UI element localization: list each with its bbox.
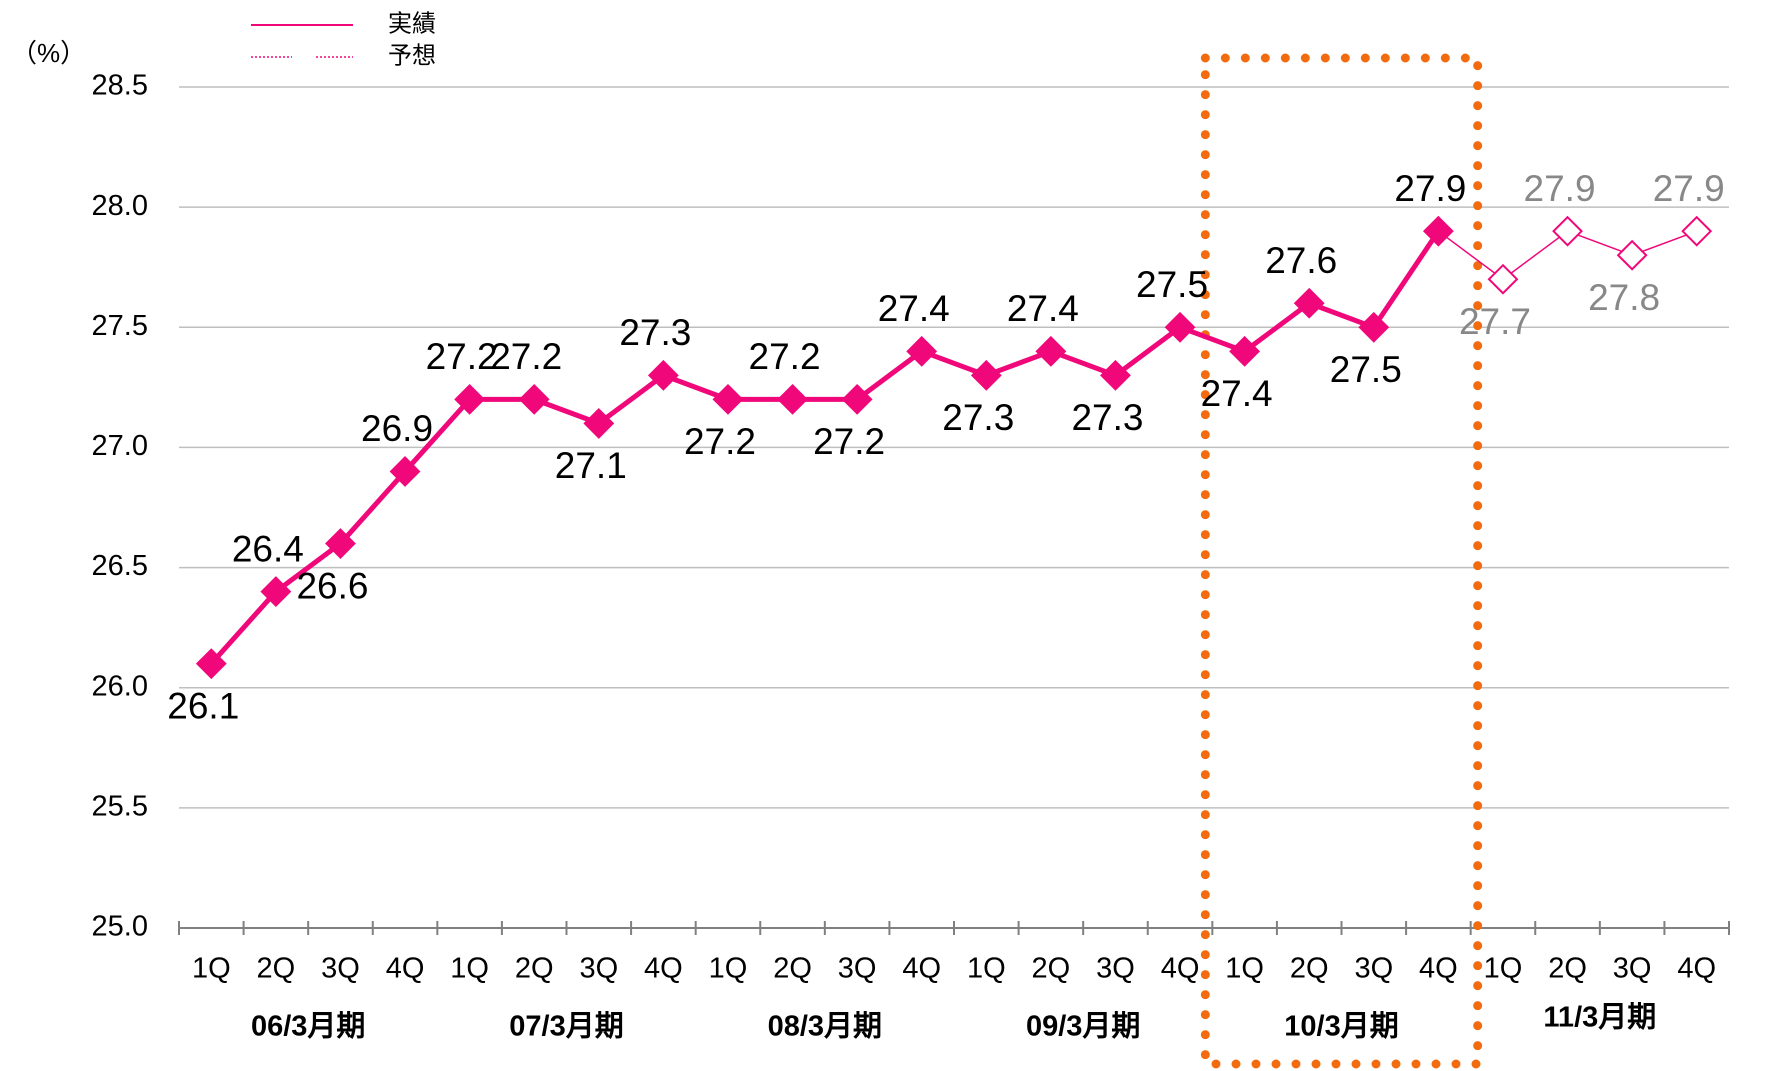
data-label: 27.5 xyxy=(1330,349,1402,390)
x-tick-label: 3Q xyxy=(838,953,877,985)
marker xyxy=(1229,335,1261,367)
data-label: 27.1 xyxy=(555,445,627,486)
x-tick-label: 3Q xyxy=(1354,953,1393,985)
data-label: 27.2 xyxy=(749,336,821,377)
marker xyxy=(195,648,227,680)
data-label: 27.2 xyxy=(813,421,885,462)
x-tick-label: 2Q xyxy=(515,953,554,985)
x-tick-label: 1Q xyxy=(450,953,489,985)
group-label: 07/3月期 xyxy=(509,1010,623,1043)
x-tick-label: 3Q xyxy=(321,953,360,985)
marker xyxy=(1035,335,1067,367)
marker xyxy=(777,383,808,415)
marker xyxy=(1358,311,1390,343)
x-tick-label: 1Q xyxy=(967,953,1006,985)
x-tick-label: 4Q xyxy=(386,953,425,985)
marker xyxy=(583,407,615,439)
y-tick-label: 25.0 xyxy=(92,911,148,943)
x-tick-label: 3Q xyxy=(579,953,618,985)
group-label: 10/3月期 xyxy=(1284,1010,1398,1043)
data-label: 27.2 xyxy=(490,336,562,377)
marker xyxy=(1100,359,1131,391)
marker xyxy=(1616,239,1648,271)
y-tick-label: 27.5 xyxy=(92,310,148,342)
marker xyxy=(906,335,938,367)
marker xyxy=(647,359,679,391)
y-axis-label: （%） xyxy=(11,38,86,68)
y-tick-label: 25.5 xyxy=(92,791,148,823)
group-label: 09/3月期 xyxy=(1026,1010,1140,1043)
y-tick-label: 27.0 xyxy=(92,430,148,462)
x-tick-label: 4Q xyxy=(902,953,941,985)
data-label: 27.9 xyxy=(1653,168,1725,209)
data-label: 26.4 xyxy=(232,528,304,569)
legend-label: 予想 xyxy=(388,42,436,69)
legend-label: 実績 xyxy=(388,10,436,37)
data-label: 26.1 xyxy=(167,685,239,726)
marker xyxy=(1164,311,1196,343)
marker xyxy=(454,383,486,415)
data-label: 27.6 xyxy=(1265,240,1337,281)
data-label: 27.3 xyxy=(1071,397,1143,438)
x-tick-label: 2Q xyxy=(257,953,296,985)
marker xyxy=(325,528,356,559)
marker xyxy=(841,383,873,415)
data-label: 27.4 xyxy=(1007,288,1079,329)
marker xyxy=(970,359,1002,391)
data-label: 27.2 xyxy=(684,421,756,462)
data-label: 27.2 xyxy=(426,336,498,377)
marker xyxy=(1681,215,1713,247)
data-label: 27.5 xyxy=(1136,264,1208,305)
data-label: 27.4 xyxy=(1201,373,1273,414)
group-label: 06/3月期 xyxy=(251,1010,365,1043)
data-label: 27.9 xyxy=(1394,168,1466,209)
x-tick-label: 2Q xyxy=(1290,953,1329,985)
data-label: 27.4 xyxy=(878,288,950,329)
x-tick-label: 4Q xyxy=(1677,953,1716,985)
x-tick-label: 2Q xyxy=(773,953,812,985)
x-tick-label: 2Q xyxy=(1032,953,1071,985)
x-tick-label: 1Q xyxy=(709,953,748,985)
data-label: 27.3 xyxy=(942,397,1014,438)
marker xyxy=(1487,263,1519,295)
y-tick-label: 26.5 xyxy=(92,550,148,582)
highlight-box xyxy=(1200,53,1483,1069)
x-tick-label: 4Q xyxy=(644,953,683,985)
x-tick-label: 1Q xyxy=(1484,953,1523,985)
marker xyxy=(389,456,421,487)
x-tick-label: 1Q xyxy=(192,953,231,985)
y-tick-label: 28.0 xyxy=(92,190,148,222)
marker xyxy=(518,383,550,415)
y-tick-label: 26.0 xyxy=(92,670,148,702)
data-label: 27.7 xyxy=(1459,301,1531,342)
data-label: 27.8 xyxy=(1588,277,1660,318)
marker xyxy=(712,383,744,415)
x-tick-label: 1Q xyxy=(1225,953,1264,985)
x-tick-label: 4Q xyxy=(1419,953,1458,985)
data-label: 26.6 xyxy=(296,565,368,606)
x-tick-label: 3Q xyxy=(1096,953,1135,985)
marker xyxy=(260,576,292,608)
y-tick-label: 28.5 xyxy=(92,70,148,102)
x-tick-label: 4Q xyxy=(1161,953,1200,985)
data-label: 26.9 xyxy=(361,408,433,449)
data-label: 27.9 xyxy=(1524,168,1596,209)
group-label: 08/3月期 xyxy=(768,1010,882,1043)
marker xyxy=(1552,215,1583,247)
x-tick-label: 3Q xyxy=(1613,953,1652,985)
data-label: 27.3 xyxy=(619,312,691,353)
x-tick-label: 2Q xyxy=(1548,953,1587,985)
marker xyxy=(1293,287,1325,319)
group-label: 11/3月期 xyxy=(1543,1001,1656,1034)
